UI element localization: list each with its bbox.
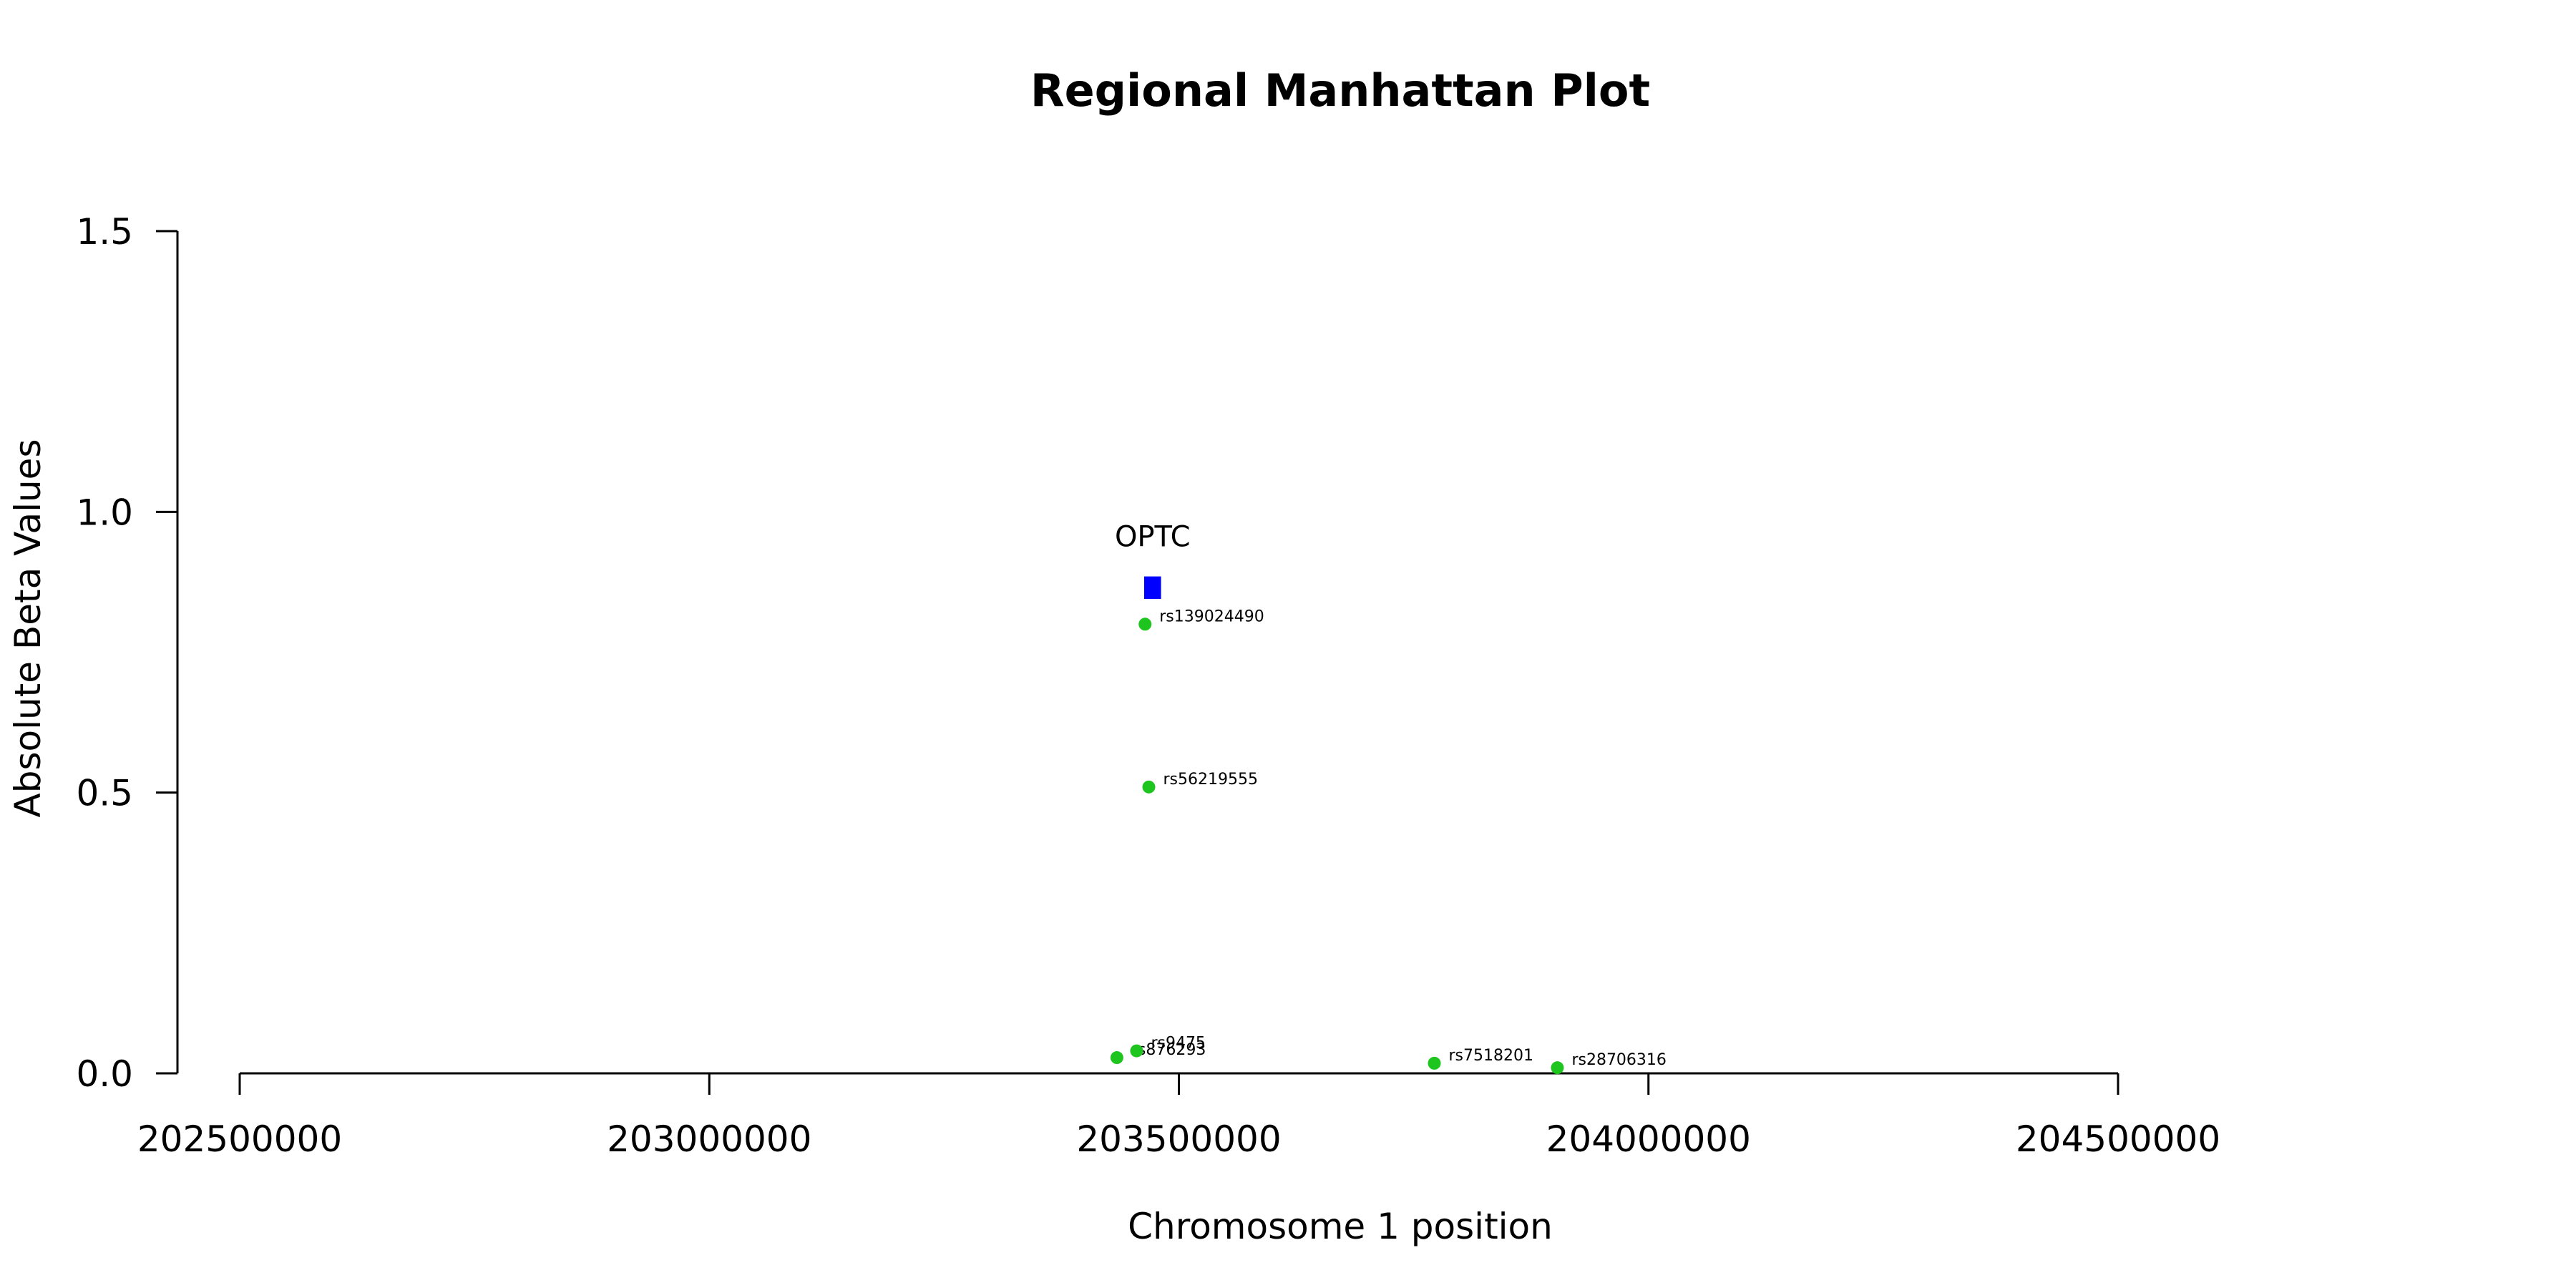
axes: 202500000 203000000 203500000 204000000 2045… — [76, 211, 2220, 1160]
snp-point — [1130, 1044, 1143, 1058]
snp-point — [1551, 1061, 1564, 1075]
genes: OPTC — [1115, 521, 1191, 599]
y-tick-label: 1.5 — [76, 211, 133, 253]
snp-label: rs9475 — [1151, 1035, 1206, 1053]
x-tick-label: 203000000 — [607, 1118, 811, 1160]
snp-point — [1428, 1056, 1441, 1070]
snp-point — [1142, 780, 1156, 794]
x-tick-label: 202500000 — [137, 1118, 342, 1160]
x-tick-label: 204500000 — [2016, 1118, 2220, 1160]
snp-label: rs7518201 — [1449, 1047, 1534, 1065]
snp-label: rs876293 — [1131, 1041, 1206, 1059]
x-tick-label: 203500000 — [1076, 1118, 1281, 1160]
x-axis-label: Chromosome 1 position — [1128, 1206, 1553, 1247]
snp-point — [1138, 618, 1152, 631]
snp-label: rs56219555 — [1163, 771, 1258, 789]
y-axis-label: Absolute Beta Values — [7, 439, 49, 818]
snp-label: rs139024490 — [1159, 608, 1264, 625]
gene-box — [1143, 576, 1161, 599]
gene-label: OPTC — [1115, 521, 1191, 554]
chart-title: Regional Manhattan Plot — [1030, 64, 1650, 117]
y-tick-label: 1.0 — [76, 492, 133, 533]
y-tick-label: 0.0 — [76, 1053, 133, 1095]
y-tick-label: 0.5 — [76, 773, 133, 814]
snp-point — [1110, 1051, 1123, 1065]
snp-label: rs28706316 — [1571, 1051, 1666, 1069]
x-tick-label: 204000000 — [1546, 1118, 1751, 1160]
